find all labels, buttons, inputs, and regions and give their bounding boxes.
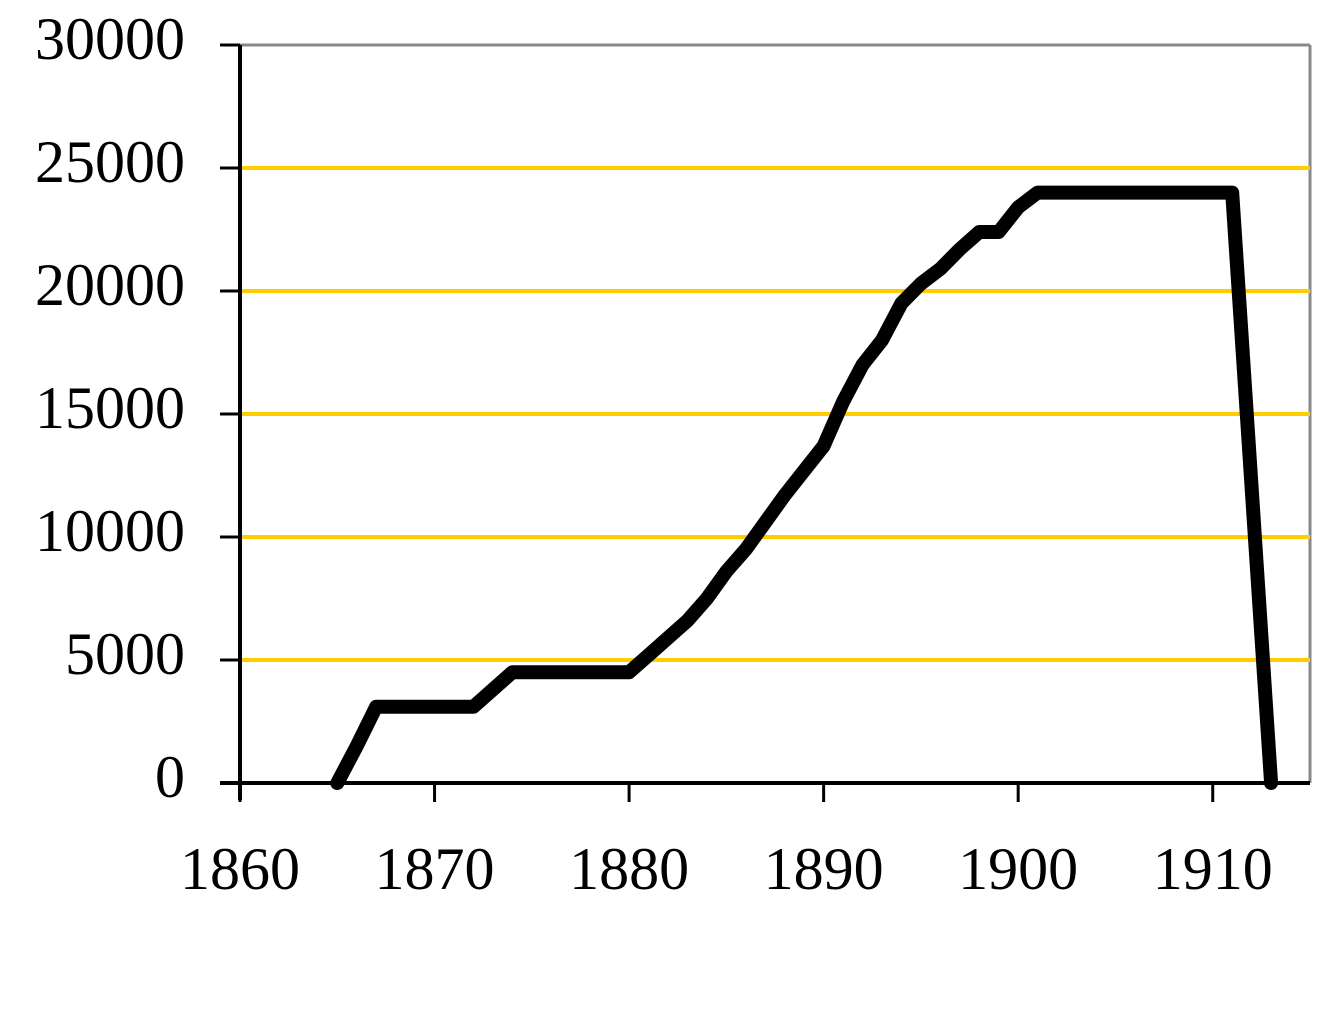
x-tick-label: 1910: [1153, 836, 1273, 902]
y-tick-label: 30000: [35, 6, 185, 72]
x-tick-label: 1890: [764, 836, 884, 902]
y-tick-label: 20000: [35, 252, 185, 318]
x-tick-label: 1870: [375, 836, 495, 902]
y-tick-label: 25000: [35, 129, 185, 195]
y-tick-label: 15000: [35, 375, 185, 441]
x-tick-label: 1860: [180, 836, 300, 902]
x-tick-label: 1900: [958, 836, 1078, 902]
data-line: [330, 185, 1279, 790]
y-tick-label: 10000: [35, 498, 185, 564]
y-tick-label: 5000: [65, 621, 185, 687]
x-tick-label: 1880: [569, 836, 689, 902]
y-tick-label: 0: [155, 744, 185, 810]
